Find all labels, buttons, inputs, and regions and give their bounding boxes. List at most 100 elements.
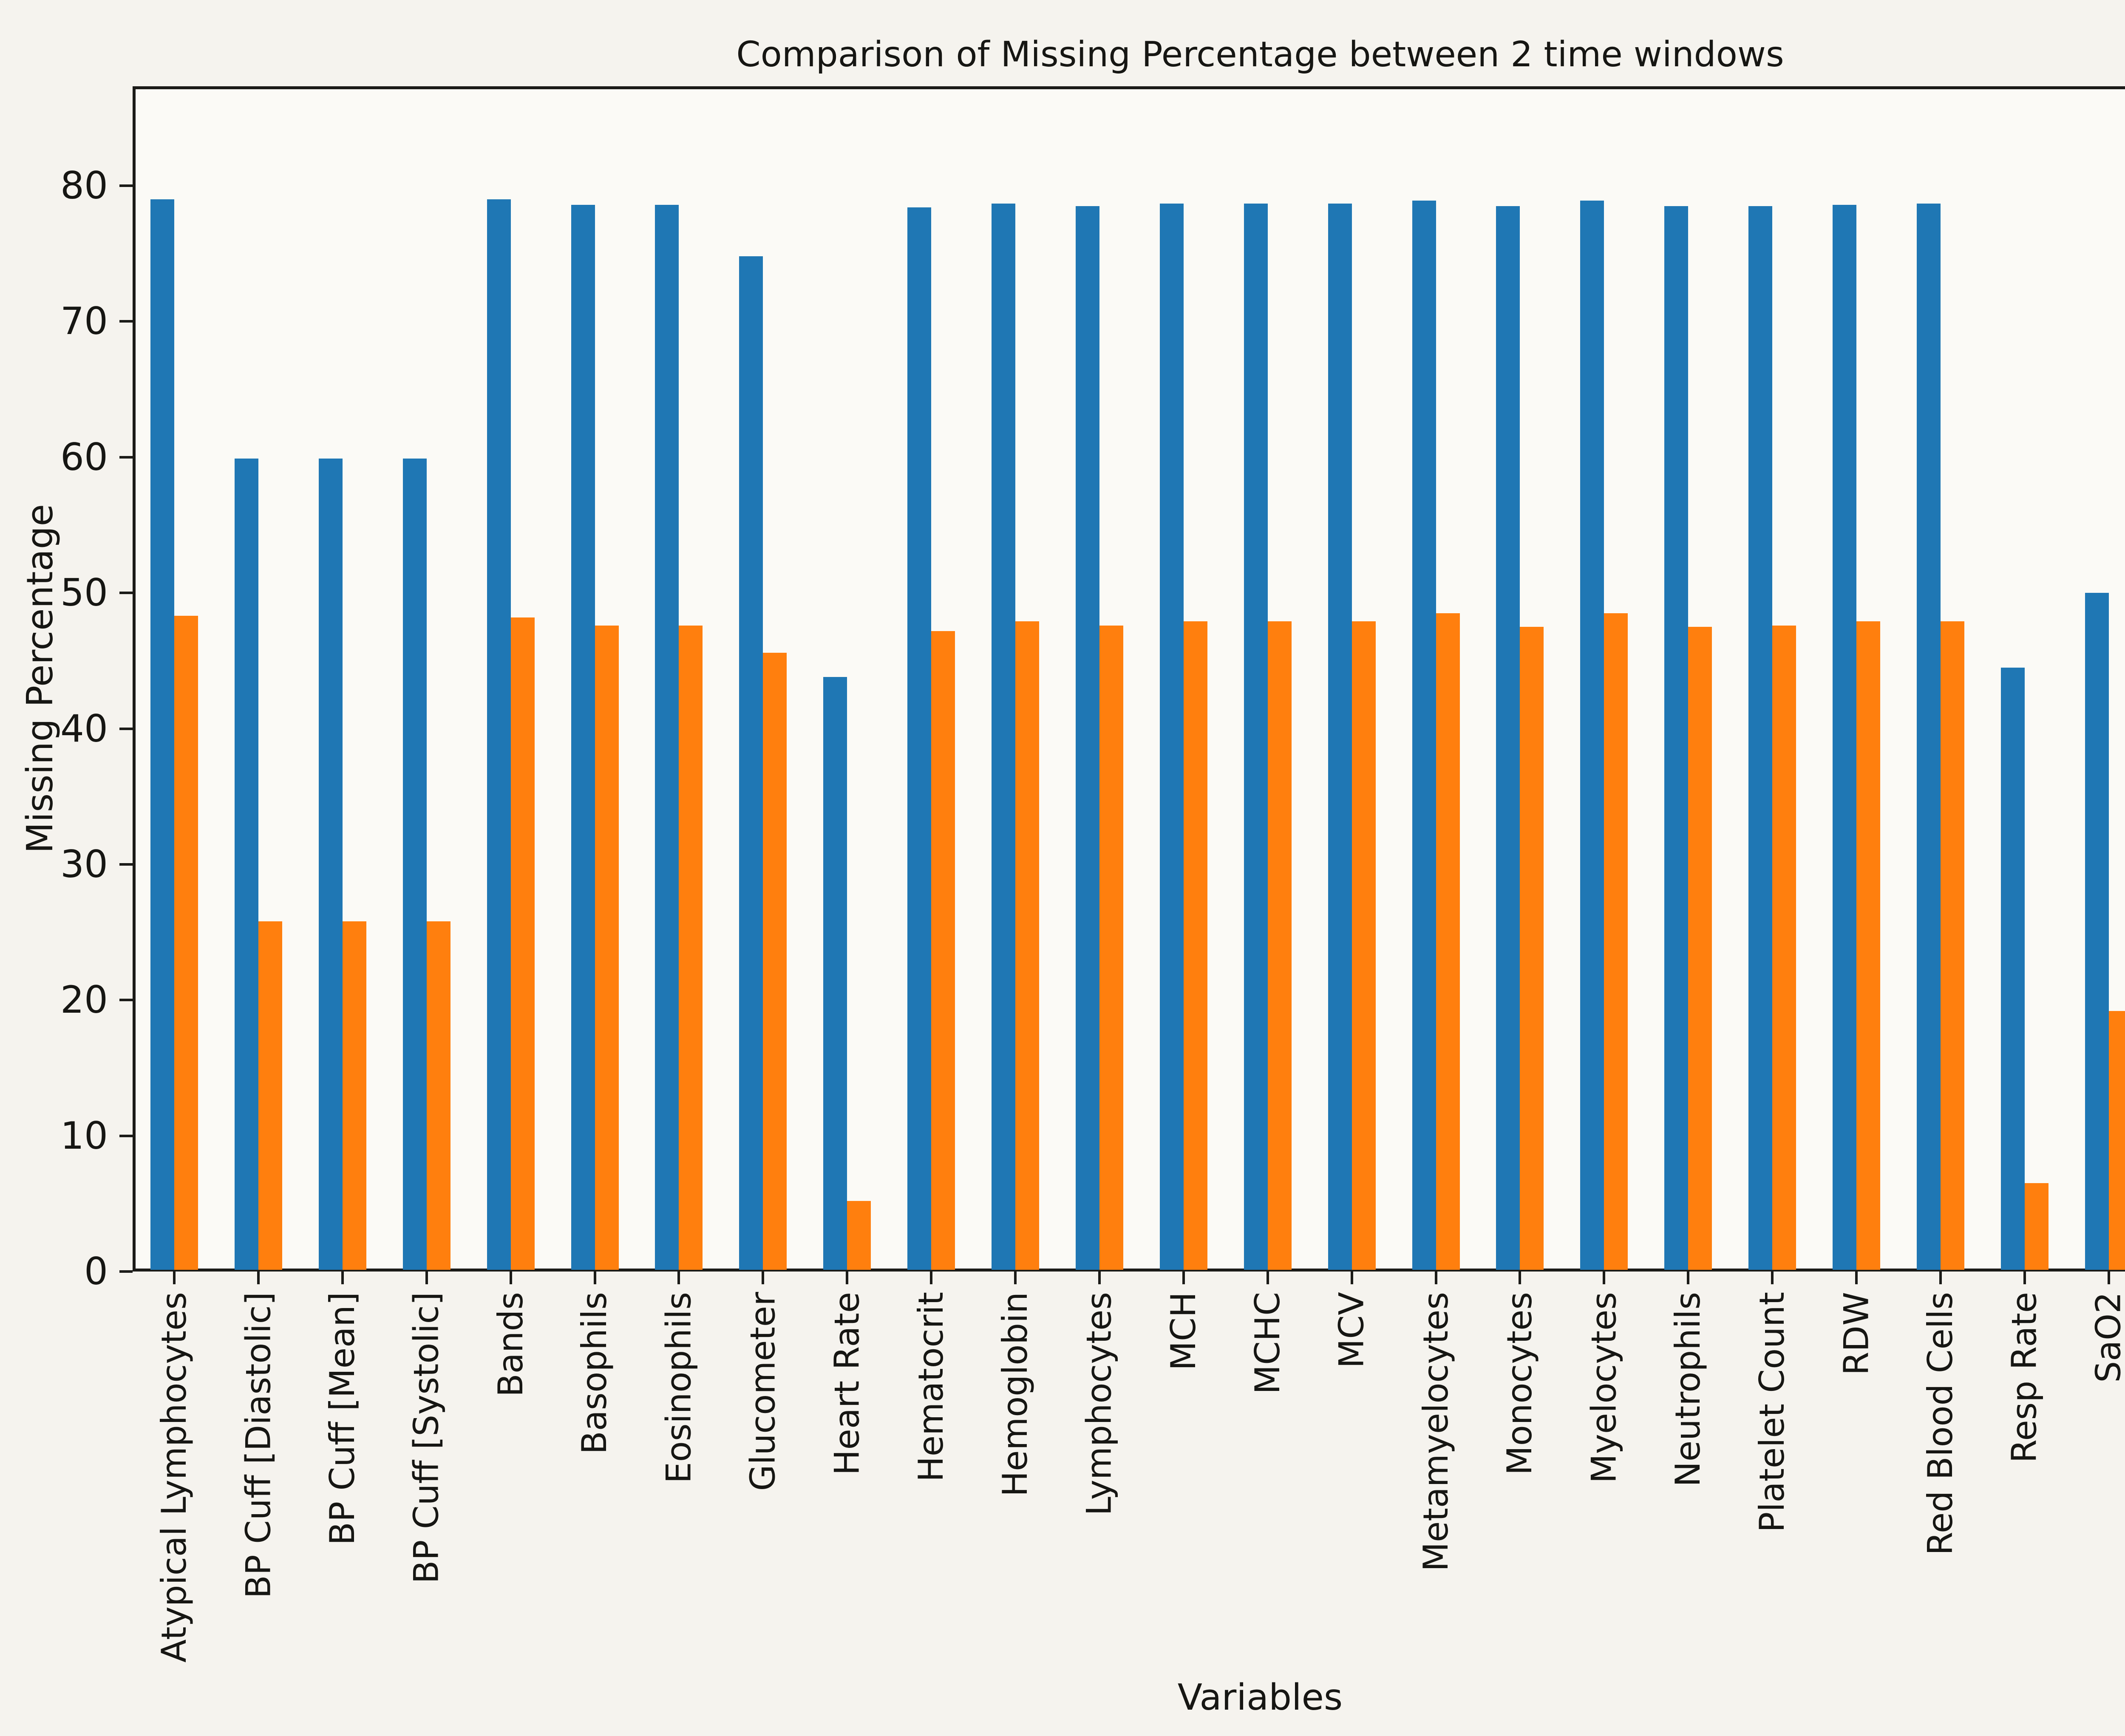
x-tick-label-atypical-lymphocytes: Atypical Lymphocytes <box>154 1292 194 1663</box>
bar-30-min-sao2 <box>2085 593 2109 1270</box>
y-tick-10 <box>119 1134 133 1137</box>
x-axis-label: Variables <box>1177 1677 1343 1719</box>
x-tick-hematocrit <box>930 1272 933 1284</box>
x-tick-label-mchc: MCHC <box>1247 1292 1287 1394</box>
x-tick-lymphocytes <box>1098 1272 1101 1284</box>
bar-120-min-bands <box>510 617 535 1270</box>
bar-30-min-hemoglobin <box>992 203 1015 1270</box>
x-tick-atypical-lymphocytes <box>173 1272 176 1284</box>
x-tick-neutrophils <box>1687 1272 1690 1284</box>
x-tick-label-myelocytes: Myelocytes <box>1584 1292 1624 1484</box>
bar-30-min-platelet-count <box>1748 206 1773 1270</box>
bar-30-min-bp-cuff-systolic <box>402 458 427 1270</box>
x-tick-label-eosinophils: Eosinophils <box>659 1292 699 1484</box>
y-axis-label: Missing Percentage <box>19 504 61 854</box>
x-tick-mch <box>1182 1272 1185 1284</box>
x-tick-mchc <box>1266 1272 1269 1284</box>
x-tick-sao2 <box>2107 1272 2110 1284</box>
bar-30-min-eosinophils <box>655 204 679 1270</box>
y-tick-label-20: 20 <box>60 978 108 1022</box>
bar-120-min-resp-rate <box>2024 1183 2048 1270</box>
bar-30-min-bands <box>487 199 511 1270</box>
bar-120-min-mch <box>1183 621 1207 1270</box>
bar-120-min-rdw <box>1856 621 1880 1270</box>
x-tick-label-bp-cuff-mean: BP Cuff [Mean] <box>322 1292 362 1546</box>
bar-30-min-bp-cuff-diastolic <box>234 458 258 1270</box>
chart-title: Comparison of Missing Percentage between… <box>736 34 1784 75</box>
bar-120-min-sao2 <box>2108 1011 2125 1270</box>
bar-120-min-monocytes <box>1520 626 1544 1270</box>
bar-120-min-basophils <box>595 625 619 1270</box>
bar-30-min-glucometer <box>739 256 763 1270</box>
bar-30-min-resp-rate <box>2000 667 2025 1270</box>
x-tick-label-glucometer: Glucometer <box>743 1292 783 1491</box>
x-tick-bands <box>509 1272 512 1284</box>
x-tick-label-bp-cuff-systolic: BP Cuff [Systolic] <box>406 1292 446 1584</box>
bar-30-min-monocytes <box>1496 206 1520 1270</box>
bar-120-min-myelocytes <box>1604 613 1628 1270</box>
bar-30-min-atypical-lymphocytes <box>150 199 174 1270</box>
x-tick-mcv <box>1350 1272 1353 1284</box>
x-tick-basophils <box>593 1272 596 1284</box>
y-tick-label-40: 40 <box>60 706 108 750</box>
x-tick-glucometer <box>762 1272 765 1284</box>
x-tick-label-hematocrit: Hematocrit <box>911 1292 951 1482</box>
x-tick-label-rdw: RDW <box>1836 1292 1876 1376</box>
bar-120-min-hematocrit <box>931 631 955 1270</box>
bar-120-min-metamyelocytes <box>1436 613 1460 1270</box>
bar-120-min-neutrophils <box>1688 626 1712 1270</box>
bar-30-min-lymphocytes <box>1075 206 1099 1270</box>
bar-120-min-lymphocytes <box>1099 625 1123 1270</box>
x-tick-resp-rate <box>2023 1272 2026 1284</box>
x-tick-label-lymphocytes: Lymphocytes <box>1079 1292 1119 1516</box>
x-tick-label-neutrophils: Neutrophils <box>1668 1292 1708 1487</box>
x-tick-label-mcv: MCV <box>1332 1292 1371 1368</box>
bar-30-min-metamyelocytes <box>1412 201 1436 1270</box>
x-tick-bp-cuff-diastolic <box>257 1272 260 1284</box>
x-tick-label-monocytes: Monocytes <box>1500 1292 1540 1475</box>
x-tick-label-red-blood-cells: Red Blood Cells <box>1920 1292 1960 1555</box>
bar-120-min-glucometer <box>763 652 787 1270</box>
x-tick-monocytes <box>1519 1272 1522 1284</box>
bar-120-min-bp-cuff-systolic <box>426 921 450 1270</box>
y-tick-label-10: 10 <box>60 1113 108 1158</box>
bar-30-min-mch <box>1159 203 1184 1270</box>
bar-120-min-red-blood-cells <box>1940 621 1964 1270</box>
bar-120-min-bp-cuff-diastolic <box>258 921 282 1270</box>
y-tick-label-0: 0 <box>84 1249 108 1293</box>
bar-120-min-bp-cuff-mean <box>342 921 366 1270</box>
bar-30-min-bp-cuff-mean <box>318 458 343 1270</box>
x-tick-eosinophils <box>677 1272 680 1284</box>
x-tick-red-blood-cells <box>1939 1272 1942 1284</box>
y-tick-40 <box>119 727 133 730</box>
y-tick-label-60: 60 <box>60 435 108 479</box>
bar-120-min-hemoglobin <box>1015 621 1039 1270</box>
x-tick-label-platelet-count: Platelet Count <box>1752 1292 1792 1532</box>
bar-30-min-heart-rate <box>823 677 847 1270</box>
bar-120-min-heart-rate <box>847 1201 871 1270</box>
bar-30-min-basophils <box>571 204 595 1270</box>
bar-30-min-mcv <box>1328 203 1352 1270</box>
x-tick-label-mch: MCH <box>1163 1292 1203 1371</box>
x-tick-heart-rate <box>846 1272 849 1284</box>
x-tick-label-heart-rate: Heart Rate <box>827 1292 867 1475</box>
bar-120-min-atypical-lymphocytes <box>174 616 198 1270</box>
bar-120-min-eosinophils <box>679 625 703 1270</box>
y-tick-label-30: 30 <box>60 842 108 886</box>
y-tick-20 <box>119 999 133 1002</box>
y-tick-0 <box>119 1270 133 1273</box>
y-tick-label-80: 80 <box>60 164 108 207</box>
y-tick-60 <box>119 456 133 459</box>
bar-30-min-hematocrit <box>907 207 932 1270</box>
x-tick-platelet-count <box>1771 1272 1774 1284</box>
x-tick-label-basophils: Basophils <box>575 1292 615 1455</box>
y-tick-label-70: 70 <box>60 299 108 343</box>
bar-30-min-red-blood-cells <box>1916 203 1941 1270</box>
bar-30-min-neutrophils <box>1664 206 1689 1270</box>
bar-30-min-mchc <box>1244 203 1268 1270</box>
y-tick-30 <box>119 863 133 866</box>
x-tick-label-metamyelocytes: Metamyelocytes <box>1416 1292 1456 1572</box>
x-tick-label-sao2: SaO2 <box>2088 1292 2125 1383</box>
x-tick-myelocytes <box>1603 1272 1606 1284</box>
bar-120-min-platelet-count <box>1772 625 1796 1270</box>
